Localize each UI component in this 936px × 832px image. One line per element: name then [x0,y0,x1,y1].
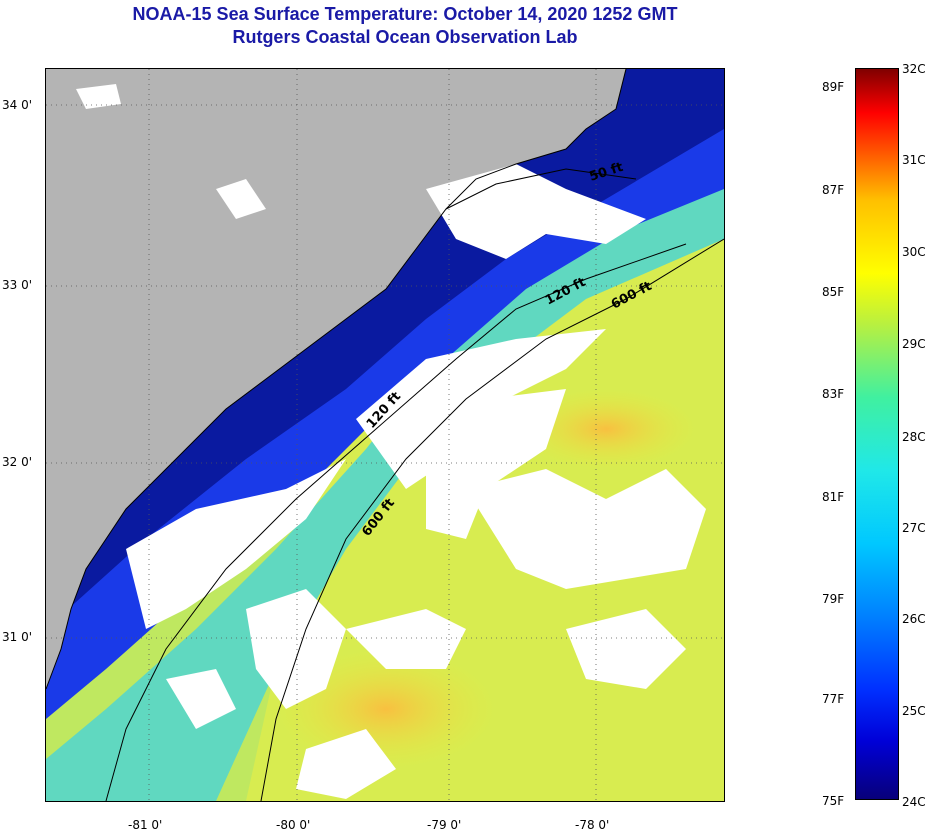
colorbar-c-label: 31C [902,153,926,167]
colorbar-c-label: 25C [902,704,926,718]
ocean-midshelf [46,179,724,801]
coastline [45,68,627,690]
lon-label: -78 0' [575,818,610,832]
colorbar-f-label: 85F [822,285,845,299]
colorbar-f-label: 89F [822,80,845,94]
isobaths [105,168,725,802]
lon-label: -79 0' [427,818,462,832]
colorbar-f-label: 81F [822,490,845,504]
colorbar-c-label: 27C [902,521,926,535]
lat-label: 34 0' [2,98,33,112]
land [46,69,626,689]
colorbar-c-label: 30C [902,245,926,259]
graticule [46,69,724,801]
colorbar-c-label: 24C [902,795,926,809]
temperature-colorbar [855,68,899,800]
colorbar-f-label: 77F [822,692,845,706]
colorbar-c-label: 32C [902,62,926,76]
lat-label: 31 0' [2,630,33,644]
warm-patch [276,649,496,769]
colorbar-f-label: 83F [822,387,845,401]
lon-label: -80 0' [276,818,311,832]
colorbar-c-label: 26C [902,612,926,626]
colorbar-f-label: 79F [822,592,845,606]
colorbar-f-label: 75F [822,794,845,808]
sst-map-svg: 50 ft 120 ft 600 ft 120 ft 600 ft [45,68,725,802]
lon-label: -81 0' [128,818,163,832]
map-subtitle: Rutgers Coastal Ocean Observation Lab [232,27,578,47]
sst-map: 50 ft 120 ft 600 ft 120 ft 600 ft [45,68,725,802]
colorbar-c-label: 29C [902,337,926,351]
map-title: NOAA-15 Sea Surface Temperature: October… [132,4,678,24]
colorbar-f-label: 87F [822,183,845,197]
colorbar-c-label: 28C [902,430,926,444]
lat-label: 32 0' [2,455,33,469]
warm-patch [516,389,696,469]
lat-label: 33 0' [2,278,33,292]
